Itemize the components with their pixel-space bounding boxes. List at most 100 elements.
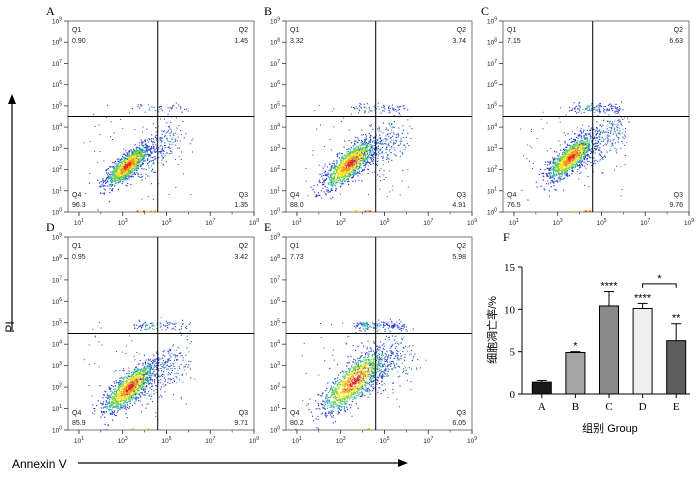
event-dot <box>623 138 625 140</box>
quadrant-q3-label: Q3 <box>239 192 248 199</box>
event-dot <box>400 143 402 145</box>
event-dot <box>379 176 381 178</box>
event-dot <box>380 143 382 145</box>
event-dot <box>339 166 342 168</box>
event-dot <box>175 144 177 146</box>
event-dot <box>598 136 600 138</box>
event-dot <box>123 171 125 173</box>
event-dot <box>330 183 332 185</box>
event-dot <box>557 160 559 162</box>
event-dot <box>128 151 130 154</box>
event-dot <box>353 169 355 171</box>
event-dot <box>380 143 382 145</box>
event-dot <box>142 163 144 165</box>
event-dot <box>336 165 338 168</box>
event-dot <box>377 128 379 130</box>
event-dot <box>381 106 383 108</box>
event-dot <box>591 104 593 106</box>
event-dot <box>364 158 366 160</box>
event-dot <box>558 169 560 171</box>
y-tick-label: 103 <box>487 144 497 153</box>
quadrant-q3-value: 4.91 <box>452 202 466 209</box>
event-dot <box>367 142 369 144</box>
event-dot <box>135 165 137 167</box>
event-dot <box>588 156 590 158</box>
event-dot <box>581 151 584 153</box>
event-dot <box>398 144 400 146</box>
event-dot <box>114 178 116 180</box>
event-dot <box>124 166 126 168</box>
event-dot <box>553 174 555 176</box>
event-dot <box>610 127 612 129</box>
event-dot <box>403 144 405 146</box>
event-dot <box>131 150 133 152</box>
event-dot <box>599 102 601 104</box>
event-dot <box>356 168 359 170</box>
event-dot <box>383 143 385 145</box>
event-dot <box>104 180 106 182</box>
event-dot <box>571 149 573 152</box>
event-dot <box>620 166 622 168</box>
event-dot <box>135 152 138 154</box>
event-dot <box>358 179 360 181</box>
event-dot <box>355 147 357 149</box>
event-dot <box>120 177 123 179</box>
event-dot <box>130 157 132 159</box>
event-dot <box>342 160 344 162</box>
event-dot <box>551 176 553 179</box>
event-dot <box>325 193 327 195</box>
event-dot <box>366 163 368 165</box>
event-dot <box>141 142 143 144</box>
event-dot <box>358 159 360 161</box>
event-dot <box>385 135 387 137</box>
event-dot <box>358 112 360 114</box>
event-dot <box>149 149 151 151</box>
event-dot <box>626 141 628 143</box>
event-dot <box>356 152 358 154</box>
event-dot <box>318 179 321 181</box>
event-dot <box>553 182 555 184</box>
event-dot <box>616 135 618 137</box>
event-dot <box>349 152 351 154</box>
event-dot <box>370 163 372 166</box>
event-dot <box>122 169 124 171</box>
event-dot <box>332 180 334 182</box>
event-dot <box>618 106 620 108</box>
event-dot <box>105 178 107 180</box>
event-dot <box>402 105 404 107</box>
event-dot <box>118 168 120 170</box>
event-dot <box>147 377 149 379</box>
event-dot <box>112 180 114 182</box>
event-dot <box>610 145 612 147</box>
event-dot <box>83 142 85 144</box>
event-dot <box>153 150 155 152</box>
event-dot <box>372 145 374 147</box>
event-dot <box>342 164 344 166</box>
event-dot <box>137 161 139 163</box>
event-dot <box>111 189 113 191</box>
event-dot <box>577 108 579 110</box>
event-dot <box>84 192 86 194</box>
event-dot <box>579 165 581 167</box>
event-dot <box>559 121 561 123</box>
event-dot <box>352 145 354 147</box>
event-dot <box>102 185 105 187</box>
event-dot <box>585 134 587 136</box>
event-dot <box>322 167 324 169</box>
event-dot <box>163 118 165 120</box>
event-dot <box>121 174 123 177</box>
event-dot <box>393 115 395 117</box>
event-dot <box>585 155 587 157</box>
event-dot <box>128 161 130 163</box>
event-dot <box>380 180 382 181</box>
event-dot <box>126 169 129 171</box>
event-dot <box>552 161 554 163</box>
event-dot <box>140 156 142 158</box>
event-dot <box>126 165 128 167</box>
event-dot <box>344 140 346 142</box>
event-dot <box>578 135 580 137</box>
event-dot <box>585 136 587 138</box>
event-dot <box>129 163 131 165</box>
event-dot <box>581 146 583 149</box>
